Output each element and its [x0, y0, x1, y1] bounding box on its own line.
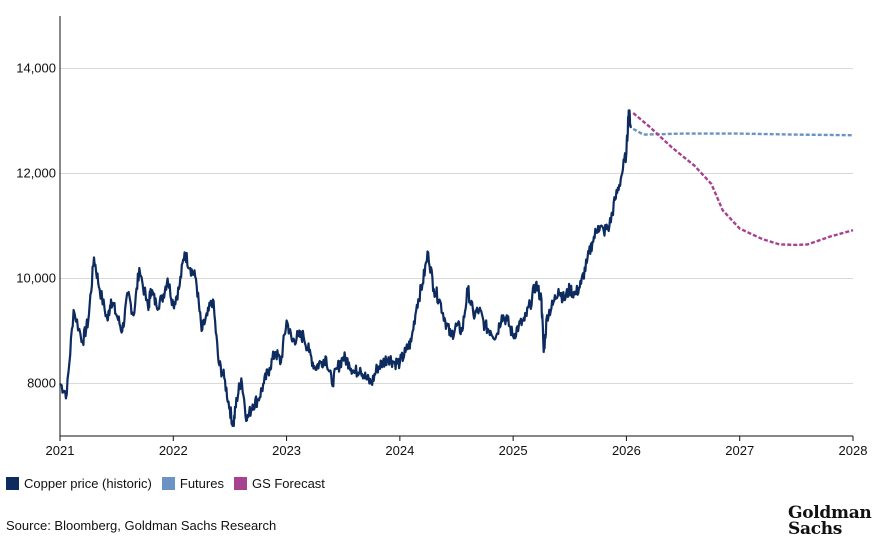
- legend-item-futures[interactable]: Futures: [161, 476, 224, 491]
- axes: 8000 10,000 12,000 14,000 2021 2022 2023 2024 20…: [16, 16, 867, 458]
- x-tick-label: 2021: [46, 443, 75, 458]
- source-note: Source: Bloomberg, Goldman Sachs Researc…: [6, 518, 277, 533]
- series-line-copper-price-historic: [59, 109, 633, 427]
- legend-label-futures: Futures: [179, 476, 224, 491]
- legend-item-historic[interactable]: Copper price (historic): [6, 476, 152, 491]
- legend-swatch-historic: [6, 477, 19, 490]
- series-lines: [59, 109, 854, 427]
- x-tick-label: 2023: [272, 443, 301, 458]
- goldman-sachs-logo: Goldman Sachs: [788, 503, 872, 539]
- y-tick-label: 8000: [27, 376, 56, 391]
- legend-item-forecast[interactable]: GS Forecast: [233, 476, 325, 491]
- x-tick-label: 2022: [159, 443, 188, 458]
- x-tick-label: 2028: [839, 443, 868, 458]
- x-tick-label: 2027: [725, 443, 754, 458]
- x-tick-label: 2026: [612, 443, 641, 458]
- copper-price-chart: 8000 10,000 12,000 14,000 2021 2022 2023 2024 20…: [16, 16, 867, 458]
- y-tick-label: 14,000: [16, 61, 56, 76]
- legend: Copper price (historic) Futures GS Forec…: [6, 476, 335, 491]
- logo-line-1: Goldman: [788, 503, 872, 523]
- legend-swatch-forecast: [233, 477, 247, 490]
- y-tick-label: 12,000: [16, 166, 56, 181]
- grid-lines: [60, 68, 853, 384]
- series-line-gs-forecast: [632, 112, 854, 247]
- x-tick-label: 2025: [499, 443, 528, 458]
- legend-swatch-futures: [161, 477, 175, 490]
- y-tick-label: 10,000: [16, 271, 56, 286]
- legend-label-forecast: GS Forecast: [251, 476, 325, 491]
- legend-label-historic: Copper price (historic): [24, 476, 152, 491]
- series-line-futures: [632, 127, 854, 137]
- logo-line-2: Sachs: [788, 519, 843, 539]
- x-tick-label: 2024: [385, 443, 414, 458]
